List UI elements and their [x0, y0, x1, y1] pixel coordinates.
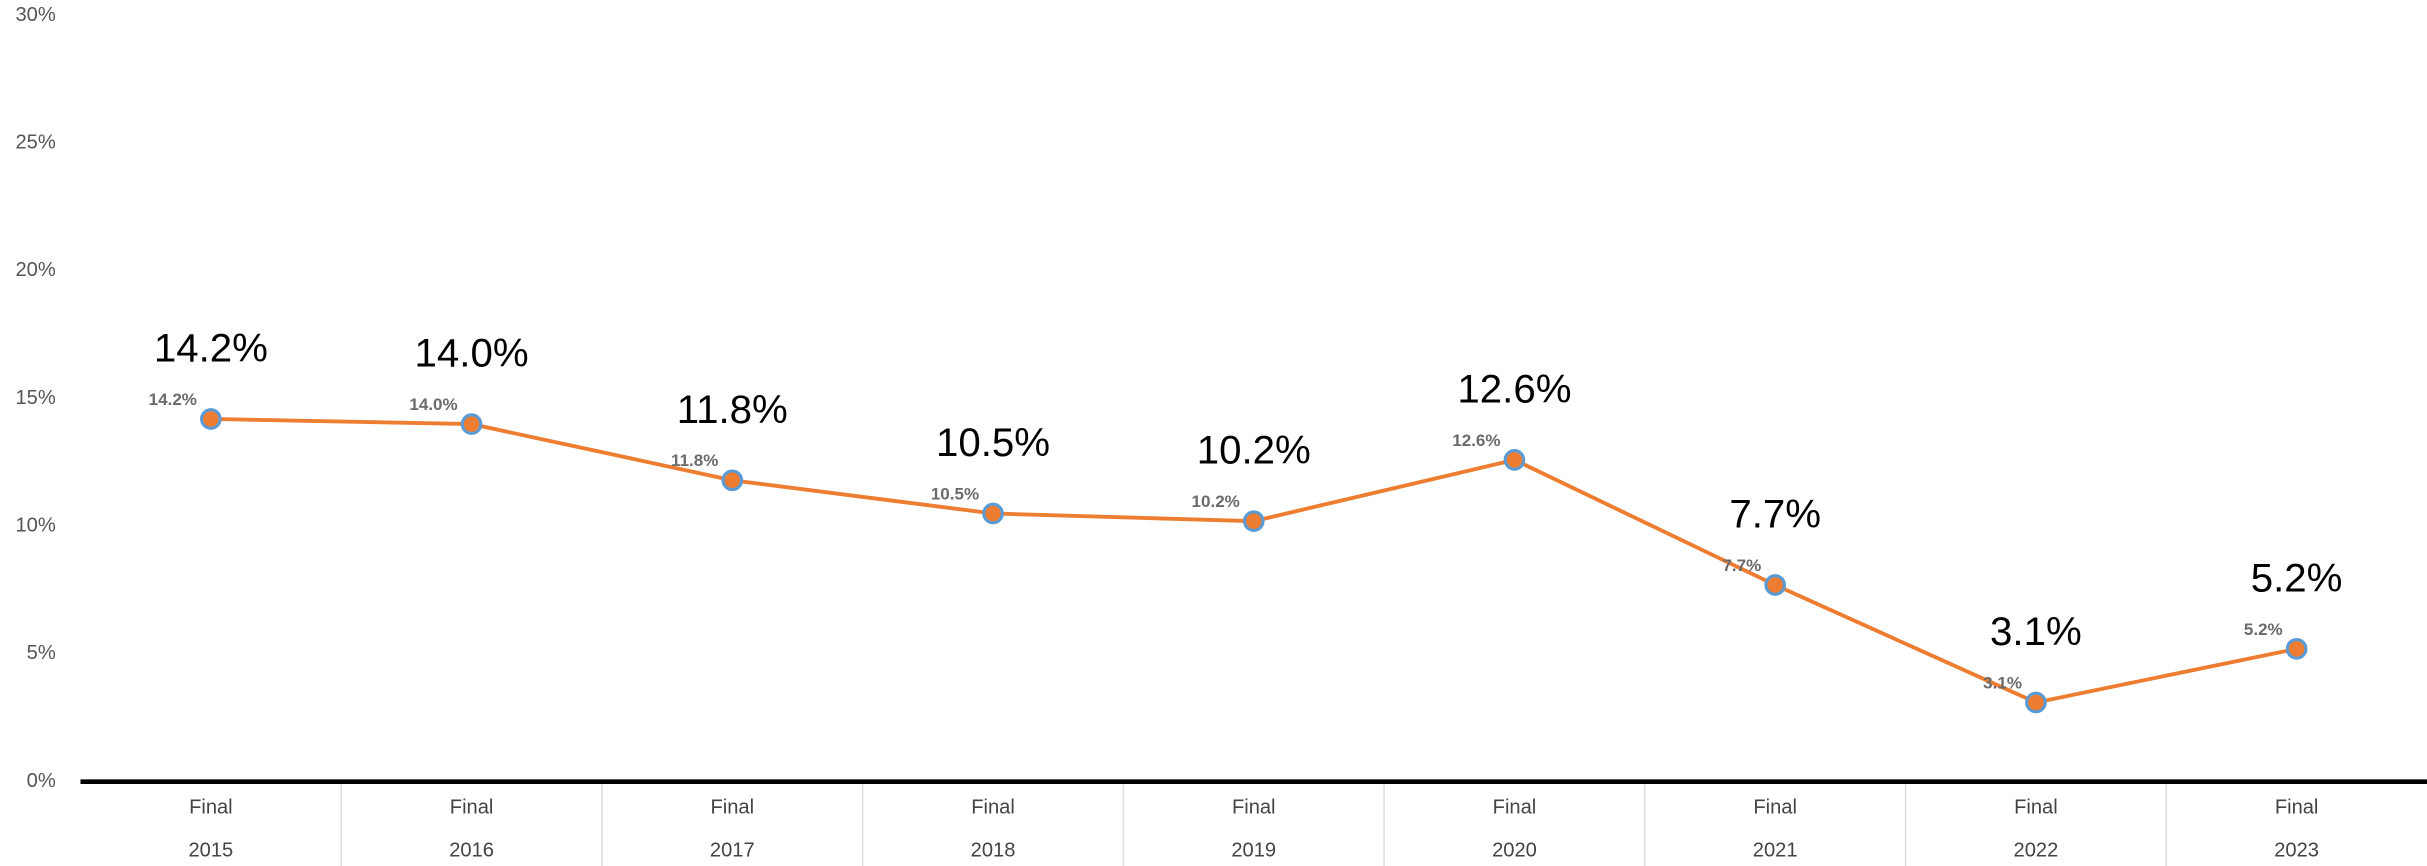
x-tick-label: 2023	[2274, 840, 2319, 862]
data-label: 3.1%	[1983, 673, 2022, 692]
x-tick-label: 2015	[188, 840, 233, 862]
data-label: 14.0%	[409, 395, 457, 414]
x-tick-label: Final	[971, 796, 1015, 818]
y-tick-label: 5%	[27, 642, 56, 664]
data-label: 14.0%	[415, 331, 529, 376]
y-tick-label: 10%	[15, 515, 55, 537]
data-label: 5.2%	[2244, 620, 2283, 639]
x-tick-label: Final	[711, 796, 755, 818]
data-label: 3.1%	[1990, 609, 2082, 654]
x-tick-label: Final	[189, 796, 233, 818]
marker	[200, 408, 222, 430]
y-tick-label: 30%	[15, 4, 55, 26]
marker	[1764, 574, 1787, 596]
data-label: 10.2%	[1192, 492, 1240, 511]
x-tick-label: Final	[1493, 796, 1537, 818]
x-tick-label: 2021	[1753, 840, 1798, 862]
marker	[1242, 510, 1265, 532]
data-label: 14.2%	[149, 390, 197, 409]
y-tick-label: 25%	[15, 131, 55, 153]
y-tick-label: 15%	[15, 387, 55, 409]
data-label: 7.7%	[1729, 492, 1821, 537]
x-tick-label: 2022	[2014, 840, 2059, 862]
x-tick-label: 2017	[710, 840, 755, 862]
x-tick-label: Final	[2014, 796, 2058, 818]
x-tick-label: Final	[1753, 796, 1797, 818]
x-tick-label: 2020	[1492, 840, 1537, 862]
x-tick-label: Final	[450, 796, 494, 818]
marker	[460, 413, 483, 435]
x-tick-label: 2018	[971, 840, 1016, 862]
marker	[721, 469, 744, 492]
marker	[2025, 691, 2047, 714]
data-label: 10.5%	[931, 484, 979, 503]
data-label: 5.2%	[2251, 555, 2343, 600]
marker	[982, 502, 1004, 525]
data-label: 12.6%	[1452, 431, 1500, 450]
data-label: 10.5%	[936, 420, 1050, 465]
y-tick-label: 0%	[27, 770, 56, 792]
data-label: 11.8%	[677, 387, 788, 432]
data-label: 10.2%	[1197, 428, 1311, 473]
data-label: 12.6%	[1457, 366, 1571, 411]
x-tick-label: Final	[1232, 796, 1276, 818]
data-label: 14.2%	[154, 326, 268, 371]
y-tick-label: 20%	[15, 259, 55, 281]
data-label: 7.7%	[1722, 556, 1761, 575]
x-tick-label: 2019	[1231, 840, 1276, 862]
marker	[1503, 449, 1526, 471]
x-tick-label: Final	[2275, 796, 2319, 818]
marker	[2285, 638, 2308, 660]
data-label: 11.8%	[671, 451, 718, 470]
x-tick-label: 2016	[449, 840, 494, 862]
